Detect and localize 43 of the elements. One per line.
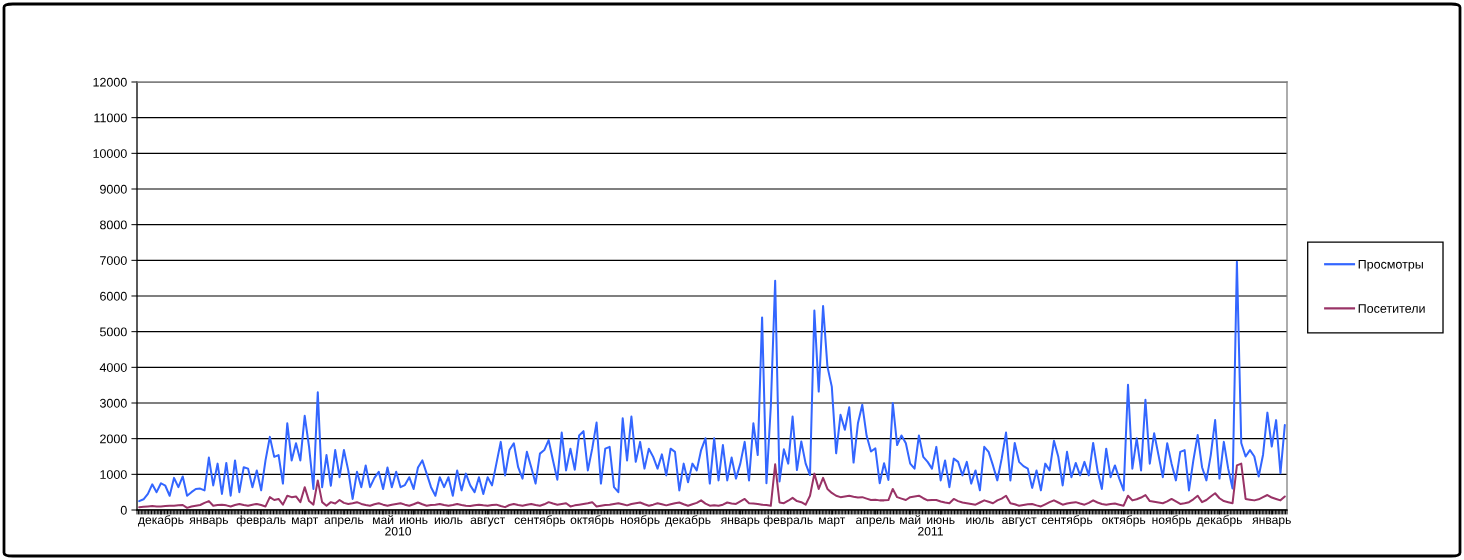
- x-tick-label: март: [819, 517, 846, 527]
- x-tick-label: июль: [434, 517, 463, 525]
- x-tick-label: декабрь: [138, 515, 184, 527]
- y-tick-label: 12000: [93, 77, 127, 87]
- x-tick-label: июль: [966, 517, 994, 525]
- y-tick-label: 6000: [100, 291, 127, 301]
- y-tick-label: 7000: [100, 256, 127, 265]
- x-tick-label: январь: [720, 517, 760, 527]
- x-tick-label: декабрь: [1196, 515, 1242, 527]
- x-tick-label: сентябрь: [514, 515, 566, 527]
- y-tick-label: 5000: [99, 327, 127, 337]
- x-tick-label: январь: [1252, 517, 1291, 527]
- text: 2011: [918, 526, 943, 536]
- x-tick-label: апрель: [856, 517, 895, 527]
- x-tick-label: май: [900, 514, 921, 525]
- x-tick-label: июнь: [927, 517, 955, 525]
- y-tick-label: 10000: [93, 149, 127, 158]
- x-tick-label: октябрь: [1102, 515, 1146, 527]
- y-tick-label: 3000: [99, 398, 127, 408]
- x-tick-label: август: [1002, 517, 1037, 527]
- x-tick-label: май: [373, 514, 394, 525]
- y-tick-label: 11000: [94, 113, 127, 123]
- x-tick-label: август: [470, 517, 505, 527]
- y-tick-label: 8000: [100, 220, 127, 230]
- x-tick-label: июнь: [400, 517, 428, 525]
- x-tick-label: март: [292, 517, 319, 527]
- x-tick-label: октябрь: [570, 515, 614, 527]
- y-tick-label: 0: [120, 505, 127, 515]
- x-tick-label: ноябрь: [1152, 515, 1192, 527]
- x-tick-label: февраль: [763, 515, 813, 527]
- x-tick-label: ноябрь: [621, 515, 660, 527]
- x-tick-label: январь: [189, 517, 228, 527]
- y-tick-label: 9000: [100, 184, 127, 194]
- y-tick-label: 4000: [99, 363, 127, 372]
- text: 2010: [385, 526, 412, 536]
- y-tick-label: 2000: [100, 434, 127, 444]
- x-tick-label: апрель: [324, 517, 364, 527]
- legend-label: Посетители: [1358, 304, 1425, 313]
- y-tick-label: 1000: [100, 470, 127, 479]
- x-tick-label: сентябрь: [1041, 515, 1093, 527]
- x-tick-label: февраль: [236, 515, 286, 527]
- legend-label: Просмотры: [1358, 260, 1423, 272]
- x-tick-label: декабрь: [665, 515, 711, 527]
